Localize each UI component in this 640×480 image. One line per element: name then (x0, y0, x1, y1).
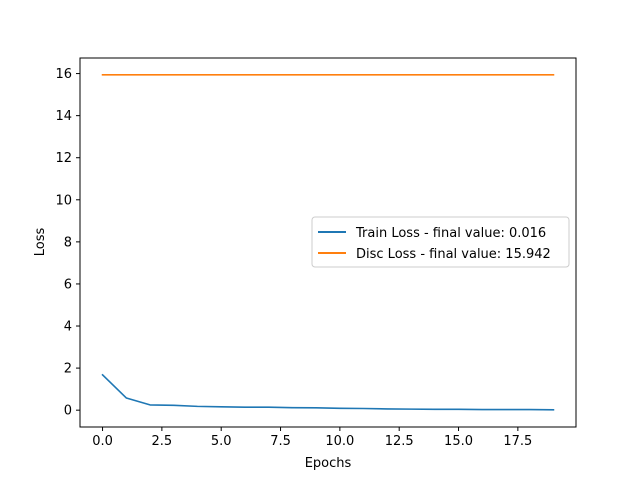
plot-frame (79, 57, 577, 428)
series-lines (101, 73, 555, 411)
y-tick-label: 8 (64, 235, 72, 250)
x-tick-label: 5.0 (211, 434, 232, 449)
x-axis-label: Epochs (305, 456, 352, 471)
x-tick-label: 10.0 (325, 434, 354, 449)
y-tick-label: 6 (64, 277, 72, 292)
x-tick-label: 15.0 (444, 434, 473, 449)
y-tick-label: 10 (55, 193, 72, 208)
y-axis-label: Loss (33, 228, 48, 257)
x-tick-label: 17.5 (503, 434, 532, 449)
y-tick-label: 4 (64, 320, 72, 335)
y-axis-ticks: 0 2 4 6 8 10 12 14 16 (55, 67, 80, 419)
x-tick-label: 0.0 (92, 434, 113, 449)
x-axis-ticks: 0.0 2.5 5.0 7.5 10.0 12.5 15.0 17.5 (92, 427, 532, 449)
legend-label-train-loss: Train Loss - final value: 0.016 (355, 226, 546, 241)
legend-label-disc-loss: Disc Loss - final value: 15.942 (356, 247, 551, 262)
y-tick-label: 12 (55, 151, 72, 166)
x-tick-label: 2.5 (152, 434, 173, 449)
legend-box (311, 216, 570, 268)
series-line-0 (101, 373, 555, 411)
y-tick-label: 14 (55, 109, 72, 124)
y-tick-label: 16 (55, 67, 72, 82)
x-tick-label: 7.5 (270, 434, 291, 449)
legend: Train Loss - final value: 0.016 Disc Los… (311, 216, 570, 268)
y-tick-label: 0 (64, 404, 72, 419)
x-tick-label: 12.5 (385, 434, 414, 449)
y-tick-label: 2 (64, 362, 72, 377)
